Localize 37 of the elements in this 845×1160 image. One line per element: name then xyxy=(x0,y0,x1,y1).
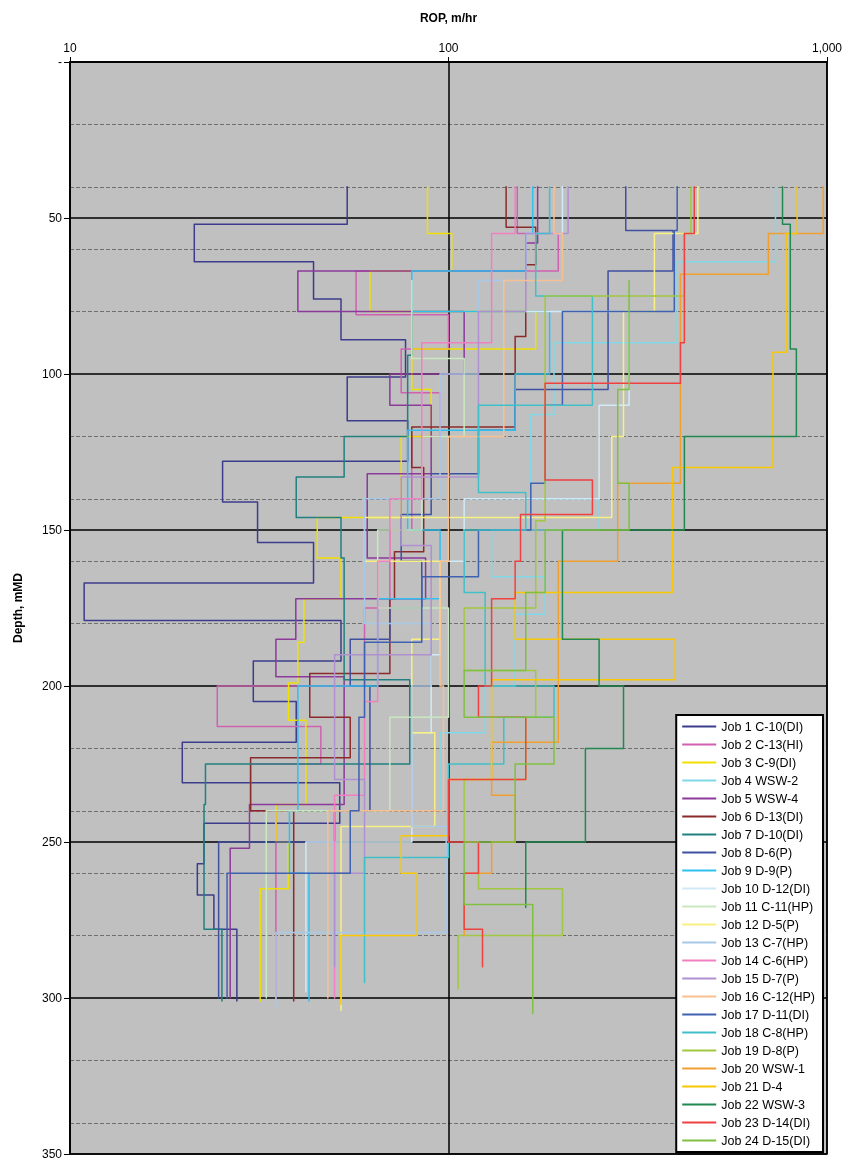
legend-label: Job 14 C-6(HP) xyxy=(721,953,809,968)
legend-label: Job 8 D-6(P) xyxy=(721,845,793,860)
y-tick-label: 350 xyxy=(41,1147,63,1160)
y-tick-label: 250 xyxy=(41,835,63,849)
legend-label: Job 9 D-9(P) xyxy=(721,863,793,878)
legend-label: Job 3 C-9(DI) xyxy=(721,755,797,770)
legend-label: Job 20 WSW-1 xyxy=(721,1061,806,1076)
legend-label: Job 12 D-5(P) xyxy=(721,917,800,932)
legend-label: Job 16 C-12(HP) xyxy=(721,989,816,1004)
y-tick-label: 100 xyxy=(41,367,63,381)
y-tick-label: 200 xyxy=(41,679,63,693)
legend-label: Job 5 WSW-4 xyxy=(721,791,799,806)
legend-label: Job 4 WSW-2 xyxy=(721,773,799,788)
legend-label: Job 6 D-13(DI) xyxy=(721,809,804,824)
legend-label: Job 1 C-10(DI) xyxy=(721,719,804,734)
x-tick-label: 100 xyxy=(438,41,459,55)
legend-label: Job 23 D-14(DI) xyxy=(721,1115,811,1130)
y-tick-label: - xyxy=(58,55,62,69)
y-tick-label: 300 xyxy=(41,991,63,1005)
legend-label: Job 24 D-15(DI) xyxy=(721,1133,811,1148)
legend-label: Job 22 WSW-3 xyxy=(721,1097,806,1112)
y-tick-label: 50 xyxy=(48,211,63,225)
legend-label: Job 13 C-7(HP) xyxy=(721,935,809,950)
legend-label: Job 11 C-11(HP) xyxy=(721,899,814,914)
legend-label: Job 18 C-8(HP) xyxy=(721,1025,809,1040)
legend-label: Job 19 D-8(P) xyxy=(721,1043,800,1058)
legend-label: Job 21 D-4 xyxy=(721,1079,783,1094)
legend-label: Job 7 D-10(DI) xyxy=(721,827,804,842)
legend-label: Job 10 D-12(DI) xyxy=(721,881,811,896)
x-tick-label: 10 xyxy=(63,41,77,55)
legend-label: Job 15 D-7(P) xyxy=(721,971,800,986)
legend-label: Job 2 C-13(HI) xyxy=(721,737,804,752)
x-tick-label: 1,000 xyxy=(811,41,843,55)
x-axis-title: ROP, m/hr xyxy=(419,11,478,25)
legend-label: Job 17 D-11(DI) xyxy=(721,1007,810,1022)
y-tick-label: 150 xyxy=(41,523,63,537)
y-axis-title: Depth, mMD xyxy=(11,572,25,643)
